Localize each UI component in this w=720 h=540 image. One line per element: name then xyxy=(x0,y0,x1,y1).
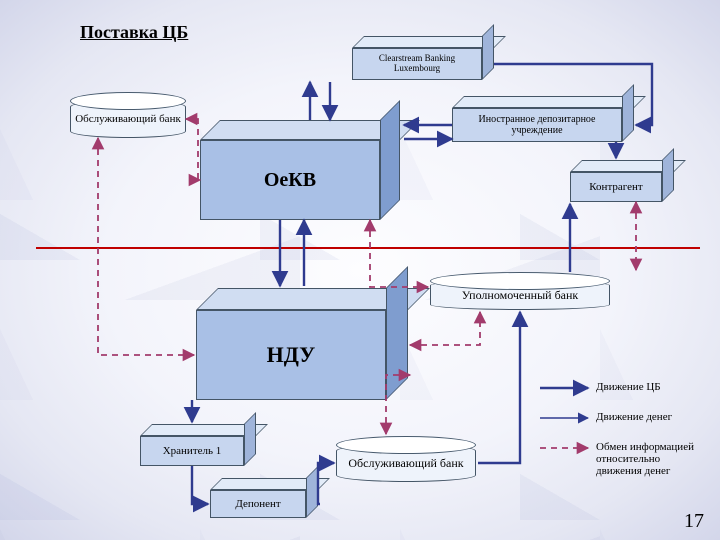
legend-label: Движение денег xyxy=(596,411,706,423)
node-label: Контрагент xyxy=(585,179,646,195)
node-servicing_top: Обслуживающий банк xyxy=(70,100,186,138)
node-clearstream: Clearstream Banking Luxembourg xyxy=(352,48,482,80)
node-oekb: ОеКВ xyxy=(200,140,380,220)
page-number: 17 xyxy=(684,510,704,533)
legend-label: Движение ЦБ xyxy=(596,381,706,393)
node-label: Иностранное депозитарное учреждение xyxy=(453,112,621,138)
node-label: Уполномоченный банк xyxy=(462,288,579,303)
node-foreign_depo: Иностранное депозитарное учреждение xyxy=(452,108,622,142)
node-ndu: НДУ xyxy=(196,310,386,400)
node-label: Обслуживающий банк xyxy=(348,456,463,471)
node-label: Депонент xyxy=(231,496,284,512)
node-servicing_bot: Обслуживающий банк xyxy=(336,444,476,482)
node-label: НДУ xyxy=(263,341,320,369)
page-title: Поставка ЦБ xyxy=(80,22,188,43)
node-label: Обслуживающий банк xyxy=(75,113,181,125)
node-label: Clearstream Banking Luxembourg xyxy=(353,52,481,76)
node-counterparty: Контрагент xyxy=(570,172,662,202)
legend-label: Обмен информацией относительно движения … xyxy=(596,441,706,477)
node-custodian: Хранитель 1 xyxy=(140,436,244,466)
region-divider xyxy=(36,247,700,249)
node-label: Хранитель 1 xyxy=(159,443,226,459)
node-deponent: Депонент xyxy=(210,490,306,518)
node-label: ОеКВ xyxy=(260,167,320,193)
node-auth_bank: Уполномоченный банк xyxy=(430,280,610,310)
